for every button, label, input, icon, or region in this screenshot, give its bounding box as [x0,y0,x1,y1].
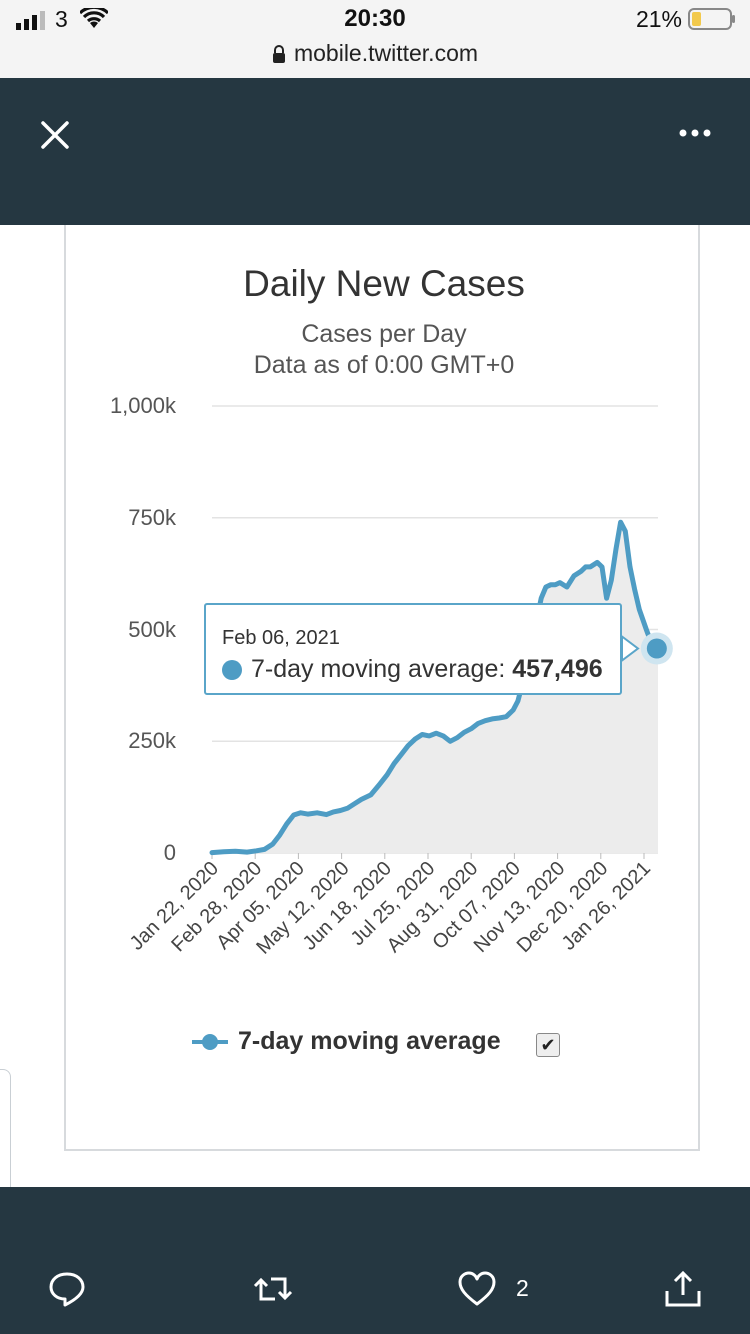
chart-subtitle: Cases per Day [301,320,467,348]
tooltip-value: 457,496 [512,655,603,683]
tweet-actions-bar: 2 [0,1187,750,1334]
chart-card: Daily New Cases Cases per Day Data as of… [64,225,700,1151]
y-tick-label: 0 [163,840,176,865]
tooltip-line: 7-day moving average: 457,496 [251,655,603,684]
retweet-icon[interactable] [253,1269,293,1309]
status-bar: 3 20:30 21% mobile.twitter.com [0,0,750,78]
clock: 20:30 [344,5,406,32]
wifi-icon [80,8,108,28]
y-tick-label: 250k [128,728,176,754]
chart-title: Daily New Cases [243,263,525,304]
y-tick-label: 1,000k [109,393,176,418]
battery-percent: 21% [635,6,682,32]
y-tick-label: 500k [128,616,176,642]
battery-icon [688,8,735,30]
tooltip-series-dot [222,660,242,680]
series-line [209,519,661,856]
tooltip-date: Feb 06, 2021 [222,627,340,649]
tooltip-series-label: 7-day moving average: [251,655,506,683]
lock-icon [272,45,285,63]
reply-icon[interactable] [47,1269,87,1309]
more-icon[interactable] [678,122,712,144]
media-content: Daily New Cases Cases per Day Data as of… [0,225,750,1190]
chart-data-note: Data as of 0:00 GMT+0 [253,351,515,379]
partial-card-edge [0,1069,11,1190]
highlight-point [646,638,667,659]
heart-icon[interactable] [457,1269,497,1309]
url-text: mobile.twitter.com [293,40,479,66]
tooltip-pointer [621,634,640,663]
chart-tooltip: Feb 06, 2021 7-day moving average: 457,4… [204,603,622,695]
legend-series-label: 7-day moving average [238,1027,501,1055]
share-icon[interactable] [663,1269,703,1309]
legend-series-symbol [192,1034,228,1050]
signal-icon [16,11,45,30]
close-icon[interactable] [38,118,72,152]
legend-checkbox[interactable]: ✔ [536,1033,560,1057]
carrier-label: 3 [55,6,68,32]
like-count: 2 [516,1275,529,1301]
y-tick-label: 750k [128,504,176,530]
url-bar[interactable]: mobile.twitter.com [0,40,750,67]
media-viewer-header [0,78,750,225]
